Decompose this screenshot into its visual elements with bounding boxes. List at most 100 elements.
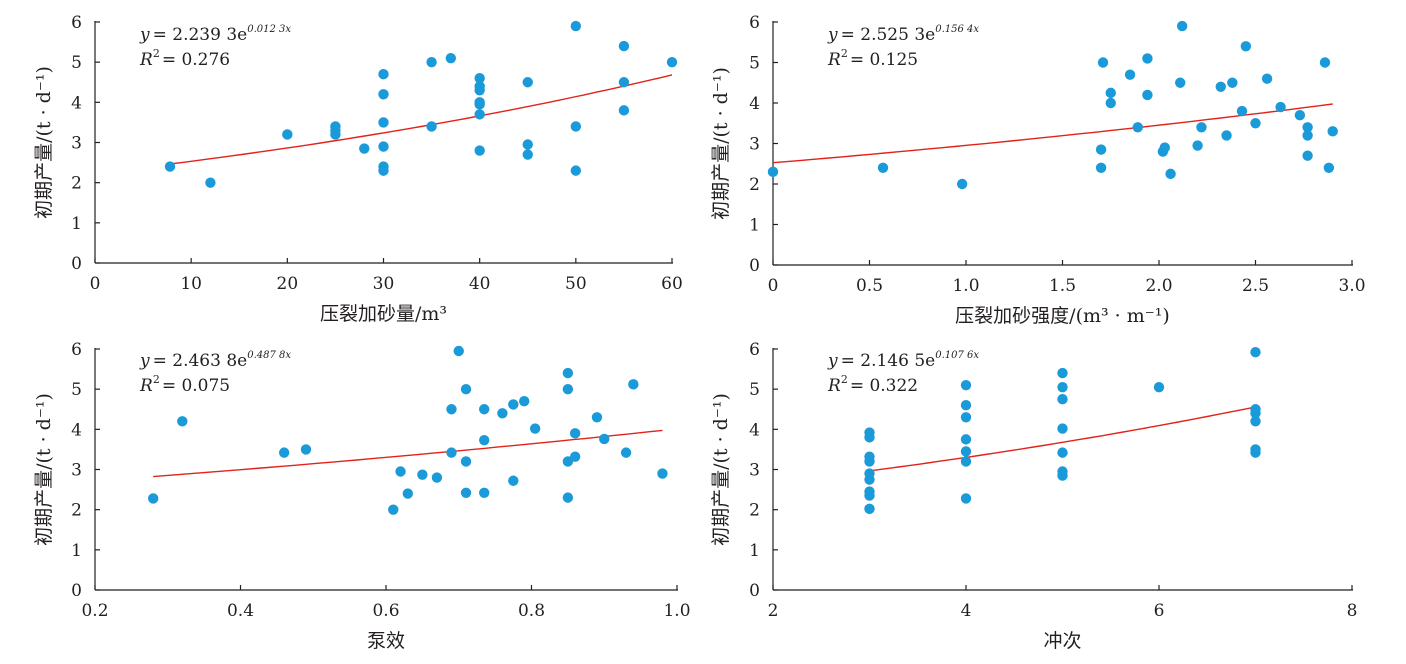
data-point [330, 129, 341, 140]
y-tick-label: 6 [71, 13, 82, 33]
trend-line [169, 74, 673, 165]
data-point [960, 400, 972, 411]
data-point [460, 383, 472, 395]
y-tick-label: 4 [71, 93, 82, 113]
y-tick-label: 2 [749, 501, 760, 521]
data-point [591, 412, 603, 423]
data-point [1323, 162, 1335, 173]
data-point [1250, 408, 1261, 419]
x-tick-label: 4 [961, 601, 972, 621]
chart-panel-4: 0 1 2 3 4 5 6 2 4 6 8 冲次 初期产量/(t · d⁻¹) y = 2.146 5e0.… [710, 340, 1357, 652]
data-point [359, 143, 370, 154]
y-tick-label: 6 [71, 340, 82, 360]
y-tick-label: 3 [71, 134, 82, 154]
x-tick-label: 30 [373, 274, 395, 294]
y-tick-label: 6 [749, 13, 760, 33]
data-point [570, 20, 582, 32]
data-point [1095, 162, 1107, 173]
data-point [1057, 394, 1068, 405]
data-point [864, 474, 875, 485]
x-tick-label: 0.4 [227, 601, 254, 621]
data-point [474, 109, 485, 120]
data-point [1261, 73, 1273, 84]
x-tick-label: 0.2 [81, 601, 108, 621]
x-tick-label: 2.5 [1242, 276, 1269, 296]
data-point [1176, 20, 1188, 32]
fit-equation: y = 2.463 8e0.487 8x [139, 350, 291, 371]
y-tick-label: 5 [71, 380, 82, 400]
x-tick-label: 1.0 [663, 601, 690, 621]
data-point [522, 77, 533, 88]
data-point [1250, 118, 1261, 129]
data-point [960, 493, 972, 504]
y-tick-label: 6 [749, 340, 760, 360]
y-tick-label: 3 [749, 461, 760, 481]
data-point [1302, 150, 1313, 161]
x-tick-label: 0.8 [518, 601, 545, 621]
data-point [1057, 423, 1068, 434]
data-point [877, 162, 889, 173]
data-point [497, 408, 508, 419]
data-point [1327, 126, 1338, 137]
data-point [282, 129, 293, 140]
data-point [1057, 447, 1068, 458]
data-point [1142, 53, 1153, 64]
y-axis-title: 初期产量/(t · d⁻¹) [710, 67, 732, 220]
data-point [388, 504, 399, 515]
data-point [446, 404, 457, 415]
data-point [767, 166, 779, 178]
y-tick-label: 1 [749, 541, 760, 561]
data-point [618, 77, 630, 88]
data-point [1319, 57, 1331, 68]
data-point [1250, 447, 1261, 458]
y-tick-label: 4 [749, 94, 760, 114]
data-point [1215, 81, 1226, 93]
y-tick-label: 2 [71, 174, 82, 194]
x-tick-label: 0.5 [856, 276, 883, 296]
x-tick-label: 3.0 [1338, 276, 1365, 296]
data-point [1294, 109, 1306, 121]
data-point [1105, 87, 1116, 99]
data-point [278, 447, 290, 458]
y-axis-title: 初期产量/(t · d⁻¹) [33, 66, 55, 219]
data-point [1302, 122, 1313, 133]
data-point [453, 345, 464, 357]
x-tick-label: 10 [180, 274, 202, 294]
x-tick-label: 0 [768, 276, 779, 296]
data-point [620, 447, 632, 458]
data-point [960, 434, 972, 445]
y-tick-label: 0 [749, 256, 760, 276]
y-tick-label: 5 [749, 380, 760, 400]
y-tick-label: 0 [71, 254, 82, 274]
fit-equation: y = 2.146 5e0.107 6x [827, 350, 979, 371]
data-point [426, 121, 437, 132]
x-axis-title: 压裂加砂量/m³ [320, 303, 447, 325]
data-point [460, 487, 472, 498]
y-tick-label: 2 [749, 175, 760, 195]
x-tick-label: 0 [90, 274, 101, 294]
data-point [479, 434, 490, 446]
data-point [460, 456, 472, 467]
x-tick-label: 60 [661, 274, 683, 294]
x-tick-label: 6 [1154, 601, 1165, 621]
data-point [1240, 41, 1252, 52]
data-point [618, 40, 630, 52]
data-point [474, 99, 485, 110]
data-point [378, 89, 389, 100]
data-point [378, 165, 389, 176]
x-tick-label: 0.6 [372, 601, 399, 621]
data-point [431, 472, 443, 483]
data-point [479, 404, 490, 415]
chart-panel-2: 0 1 2 3 4 5 6 0 0.5 1.0 1.5 2.0 2.5 3.0 压裂加砂强度/(m³ · m… [710, 13, 1366, 327]
y-tick-label: 1 [71, 214, 82, 234]
data-point [177, 416, 188, 427]
data-point [164, 161, 176, 172]
data-point [666, 56, 678, 68]
data-point [519, 396, 530, 407]
data-point [426, 56, 437, 68]
data-point [508, 399, 519, 410]
y-tick-label: 1 [71, 541, 82, 561]
data-point [395, 466, 406, 477]
data-point [446, 447, 457, 458]
data-point [960, 379, 972, 391]
